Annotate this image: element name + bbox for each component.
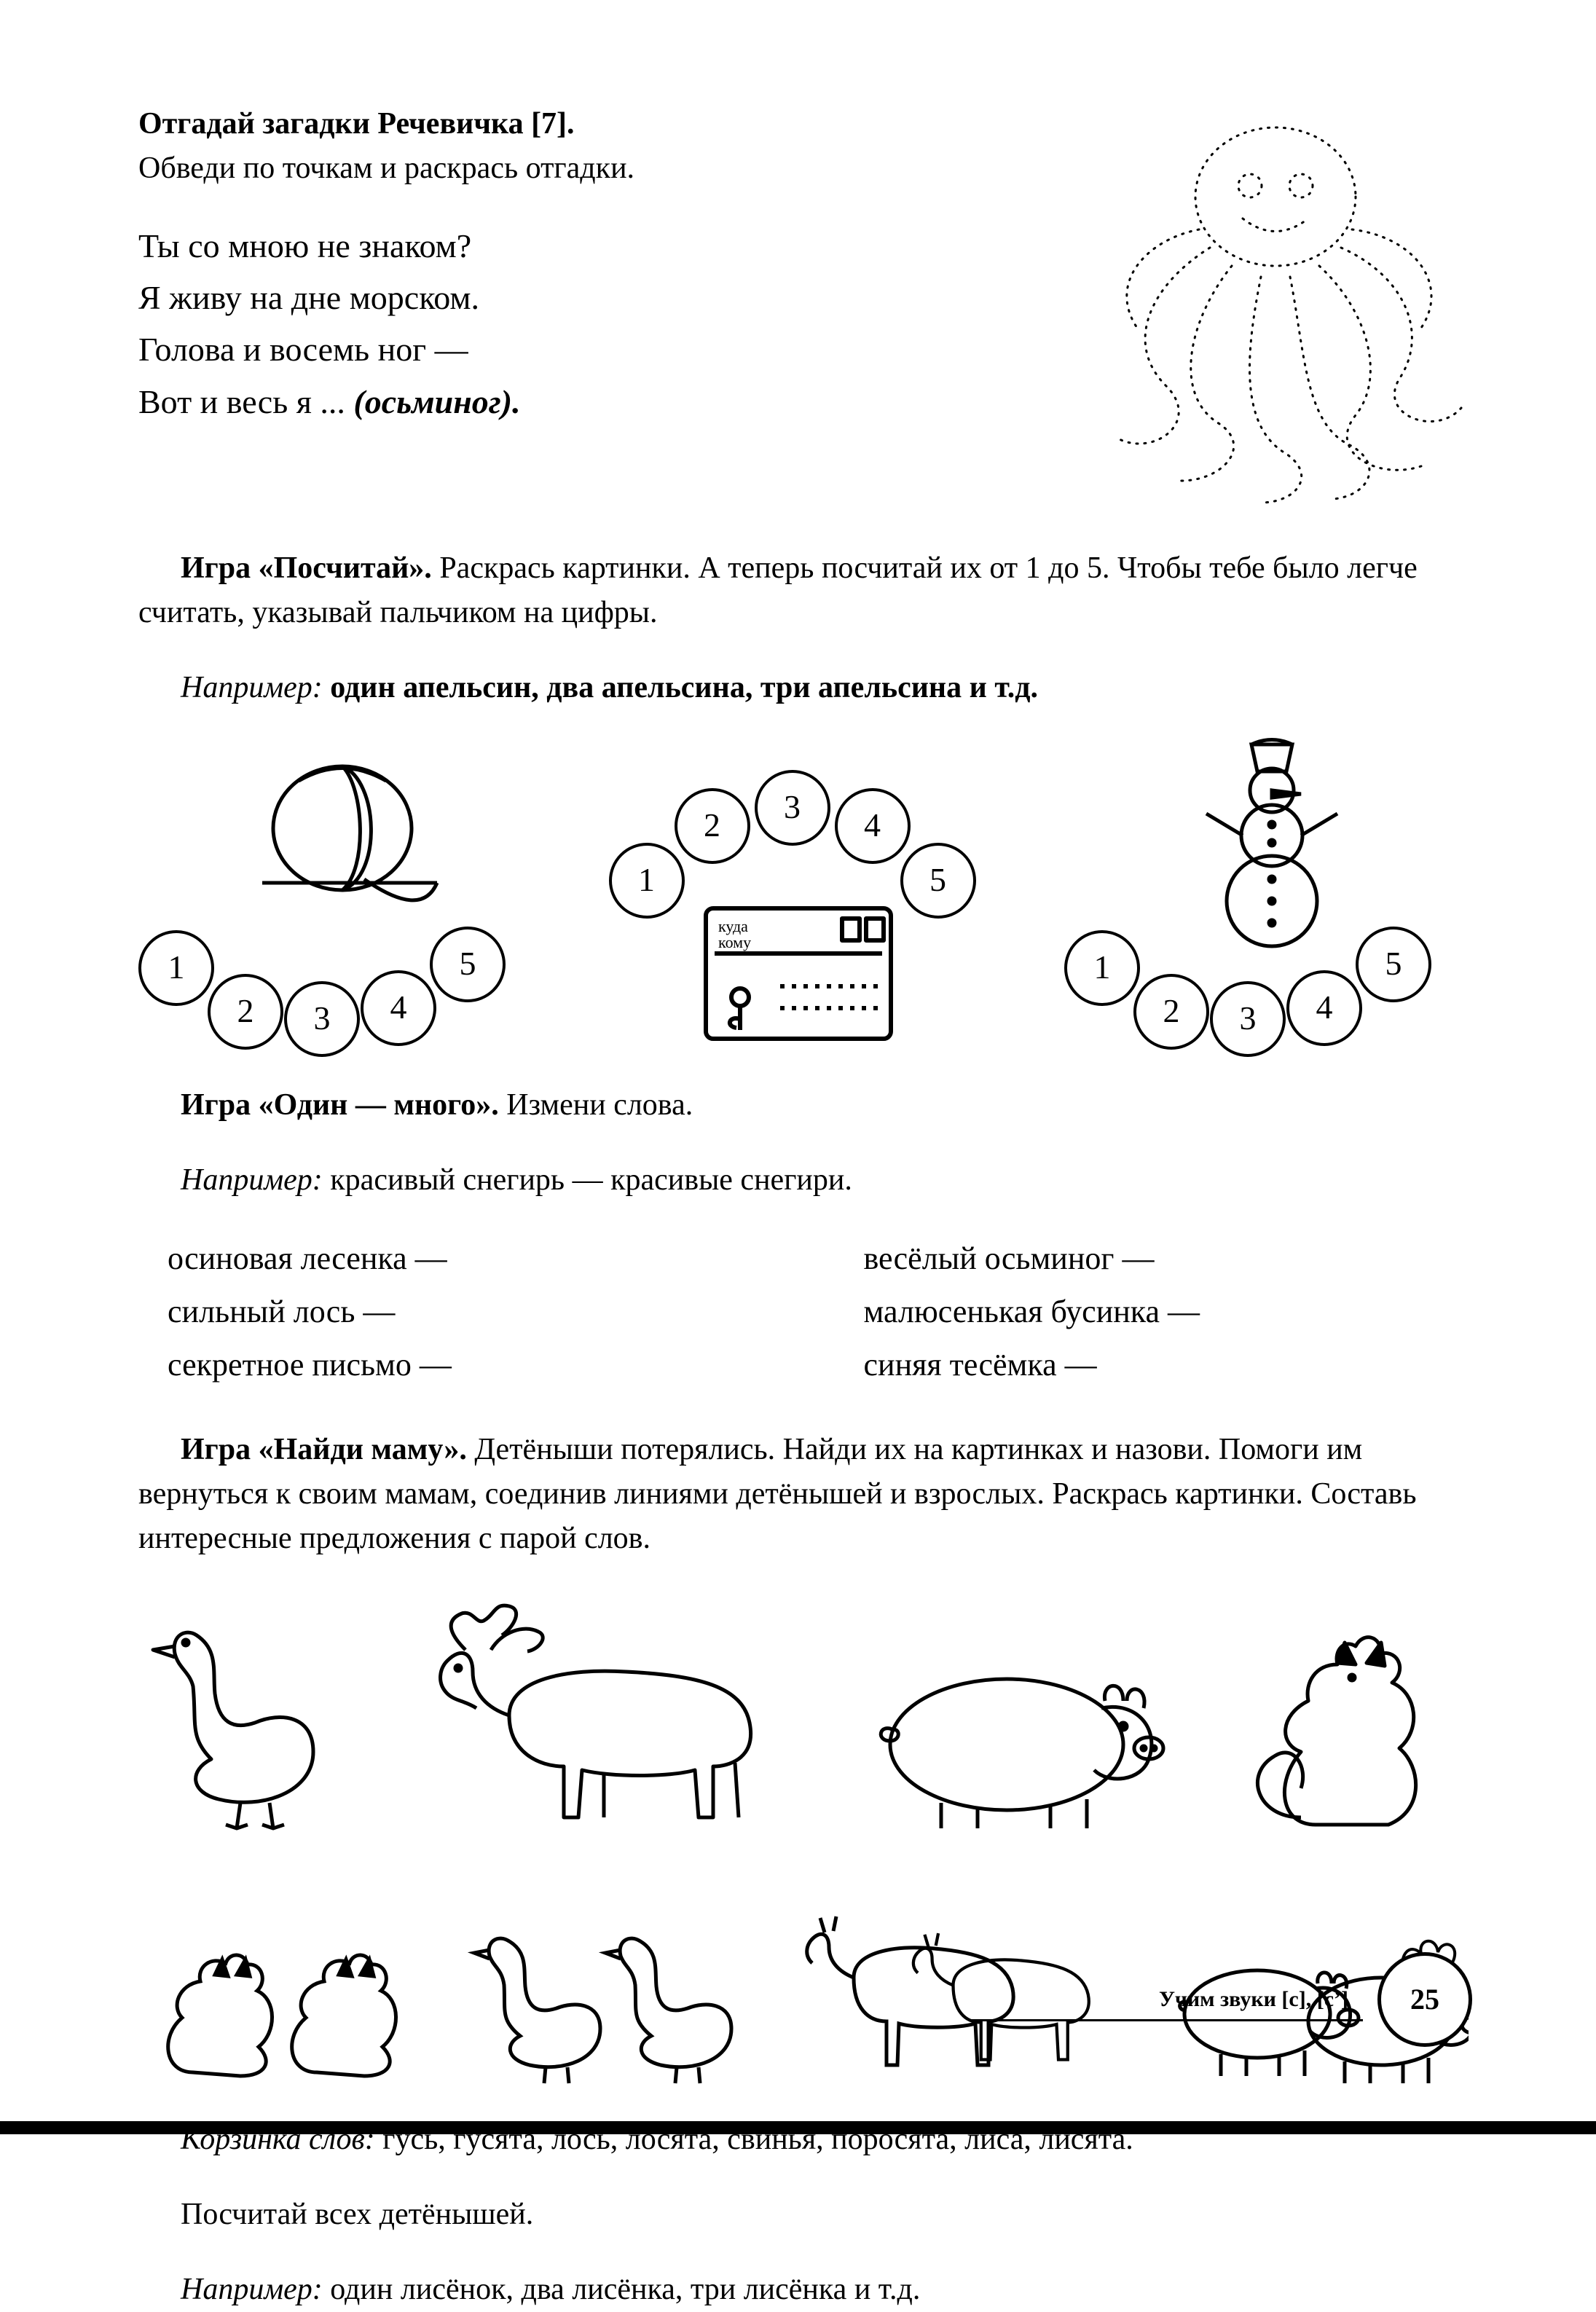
fox-kits-icon <box>142 1883 426 2087</box>
plural-title: Игра «Один — много». <box>181 1088 499 1122</box>
octopus-icon <box>1064 102 1472 510</box>
plural-example: Например: красивый снегирь — красивые сн… <box>138 1158 1472 1203</box>
count-intro: Игра «Посчитай». Раскрась картинки. А те… <box>138 546 1472 635</box>
count-block-snowman: 1 2 3 4 5 <box>1064 755 1472 1047</box>
snowman-image <box>1188 734 1356 952</box>
goose-icon <box>146 1606 350 1832</box>
plural-game: Игра «Один — много». Измени слова. Напри… <box>138 1083 1472 1392</box>
svg-text:кому: кому <box>718 933 751 951</box>
num-circle: 2 <box>208 974 283 1050</box>
goslings-icon <box>465 1898 750 2087</box>
num-circle: 4 <box>361 970 436 1046</box>
riddle-line: Голова и восемь ног — <box>138 323 1035 375</box>
num-circle: 5 <box>900 843 976 919</box>
example-text: один лисёнок, два лисёнка, три лисёнка и… <box>323 2273 921 2306</box>
num-circle: 3 <box>755 770 830 846</box>
plural-instr: Измени слова. <box>499 1088 693 1122</box>
riddle-row: Отгадай загадки Речевичка [7]. Обведи по… <box>138 102 1472 510</box>
example-label: Например: <box>181 1163 323 1197</box>
riddle-line: Ты со мною не знаком? <box>138 220 1035 272</box>
riddle-heading: Отгадай загадки Речевичка [7]. <box>138 107 575 141</box>
orange-icon <box>255 759 444 912</box>
num-circle: 5 <box>430 927 506 1002</box>
word-col-right: весёлый осьминог — малюсенькая бусинка —… <box>864 1232 1473 1391</box>
word-item: малюсенькая бусинка — <box>864 1286 1473 1339</box>
count-block-orange: 1 2 3 4 5 <box>138 755 546 1047</box>
word-item: секретное письмо — <box>168 1339 777 1392</box>
word-item: весёлый осьминог — <box>864 1232 1473 1286</box>
riddle-text-block: Отгадай загадки Речевичка [7]. Обведи по… <box>138 102 1035 428</box>
moose-icon <box>422 1599 793 1832</box>
riddle-lines: Ты со мною не знаком? Я живу на дне морс… <box>138 220 1035 428</box>
envelope-icon: куда кому <box>700 903 897 1045</box>
example-text: один апельсин, два апельсина, три апельс… <box>323 671 1038 704</box>
goose-image <box>138 1606 357 1832</box>
orange-image <box>248 755 452 916</box>
fox-kits-image <box>138 1883 430 2087</box>
word-item: осиновая лесенка — <box>168 1232 777 1286</box>
riddle-last-prefix: Вот и весь я ... <box>138 383 353 420</box>
moose-calves-image <box>785 1883 1134 2087</box>
bottom-black-bar <box>0 2121 1596 2134</box>
animal-row-adults <box>138 1592 1472 1832</box>
page-number: 25 <box>1377 1952 1472 2047</box>
riddle-line: Вот и весь я ... (осьминог). <box>138 376 1035 428</box>
goslings-image <box>462 1898 753 2087</box>
example-text: красивый снегирь — красивые снегири. <box>323 1163 852 1197</box>
num-circle: 1 <box>609 843 685 919</box>
moose-calves-icon <box>788 1883 1131 2087</box>
pig-icon <box>861 1621 1167 1832</box>
count-block-letter: 1 2 3 4 5 куда кому <box>602 755 1010 1047</box>
mom-title: Игра «Найди маму». <box>181 1433 467 1466</box>
moose-image <box>418 1599 797 1832</box>
plural-intro: Игра «Один — много». Измени слова. <box>138 1083 1472 1128</box>
count-row: 1 2 3 4 5 1 2 3 4 5 <box>138 741 1472 1047</box>
example-label: Например: <box>181 2273 323 2306</box>
page-footer: Учим звуки [с], [с’] 25 <box>1159 1952 1472 2047</box>
num-circle: 4 <box>835 788 911 864</box>
word-columns: осиновая лесенка — сильный лось — секрет… <box>168 1232 1472 1391</box>
num-circle: 4 <box>1286 970 1362 1046</box>
mom-intro: Игра «Найди маму». Детёныши потерялись. … <box>138 1428 1472 1561</box>
snowman-icon <box>1192 734 1352 952</box>
count-title: Игра «Посчитай». <box>181 551 432 585</box>
num-circle: 3 <box>284 981 360 1057</box>
mom-example: Например: один лисёнок, два лисёнка, три… <box>138 2268 1472 2312</box>
riddle-subheading: Обведи по точкам и раскрась отгадки. <box>138 146 1035 191</box>
word-item: синяя тесёмка — <box>864 1339 1473 1392</box>
riddle-line: Я живу на дне морском. <box>138 272 1035 323</box>
footer-text: Учим звуки [с], [с’] <box>1159 1983 1348 2016</box>
num-circle: 2 <box>1133 974 1209 1050</box>
octopus-drawing <box>1064 102 1472 510</box>
num-circle: 2 <box>675 788 750 864</box>
example-label: Например: <box>181 671 323 704</box>
count-example: Например: один апельсин, два апельсина, … <box>138 666 1472 710</box>
letter-image: куда кому <box>696 901 900 1047</box>
mom-game: Игра «Найди маму». Детёныши потерялись. … <box>138 1428 1472 2311</box>
page-number-medal: 25 <box>1377 1952 1472 2047</box>
pig-image <box>857 1621 1171 1832</box>
word-item: сильный лось — <box>168 1286 777 1339</box>
num-circle: 3 <box>1210 981 1286 1057</box>
fox-icon <box>1235 1599 1469 1832</box>
count-babies-line: Посчитай всех детёнышей. <box>138 2193 1472 2237</box>
page: Отгадай загадки Речевичка [7]. Обведи по… <box>0 0 1596 2185</box>
fox-image <box>1232 1599 1472 1832</box>
riddle-answer: (осьминог). <box>353 383 520 420</box>
footer-rule <box>970 2019 1363 2021</box>
num-circle: 5 <box>1356 927 1431 1002</box>
num-circle: 1 <box>1064 930 1140 1006</box>
word-col-left: осиновая лесенка — сильный лось — секрет… <box>168 1232 777 1391</box>
count-game: Игра «Посчитай». Раскрась картинки. А те… <box>138 546 1472 1047</box>
num-circle: 1 <box>138 930 214 1006</box>
